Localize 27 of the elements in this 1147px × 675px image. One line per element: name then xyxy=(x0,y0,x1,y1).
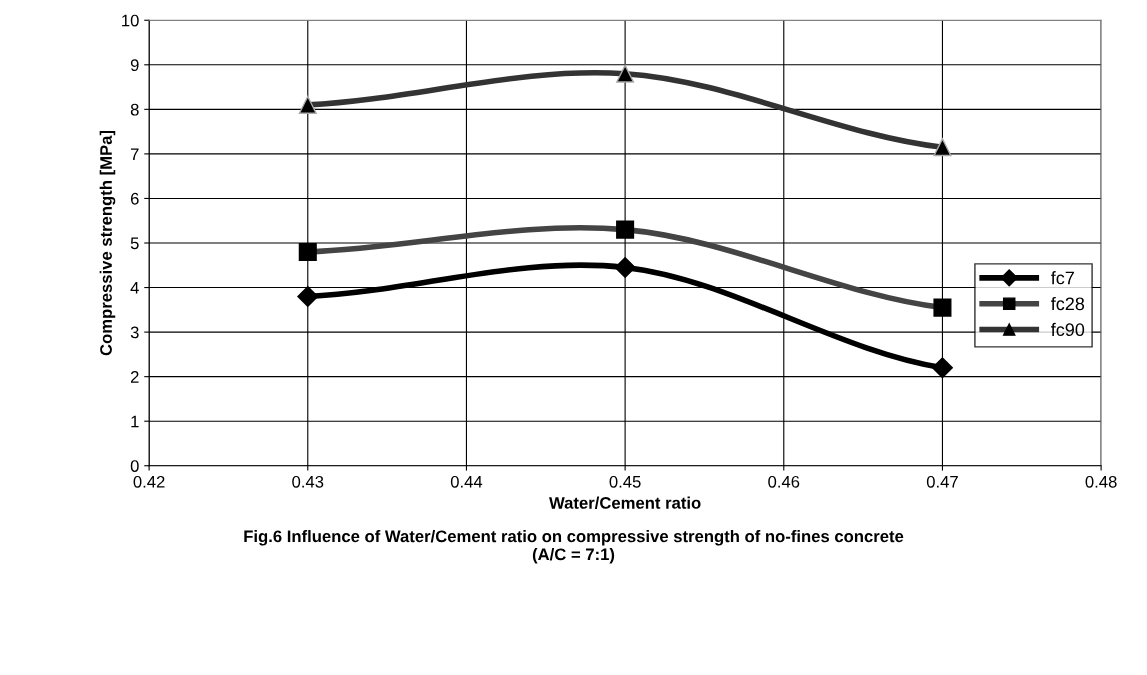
x-tick-label: 0.48 xyxy=(1085,475,1117,488)
x-tick-label: 0.46 xyxy=(768,475,800,488)
x-tick-label: 0.42 xyxy=(133,475,165,488)
point xyxy=(297,285,319,307)
y-tick-label: 2 xyxy=(130,371,139,383)
point xyxy=(931,357,953,379)
y-tick-label: 0 xyxy=(130,460,139,472)
y-tick-label: 3 xyxy=(130,326,139,339)
legend-label: fc28 xyxy=(1051,296,1085,311)
y-tick-label: 7 xyxy=(130,148,139,160)
y-tick-label: 4 xyxy=(130,282,139,294)
y-tick-label: 1 xyxy=(131,415,139,428)
x-tick-label: 0.47 xyxy=(926,475,958,488)
y-tick-label: 6 xyxy=(130,192,139,205)
x-tick-label: 0.43 xyxy=(292,475,324,488)
legend-label: fc7 xyxy=(1051,271,1074,285)
y-axis-title: Compressive strength [MPa] xyxy=(99,130,116,356)
caption: Fig.6 Influence of Water/Cement ratio on compressive strength of no-fines concrete (A/C = 7:1) xyxy=(244,529,904,564)
legend-label: fc90 xyxy=(1051,322,1085,337)
y-tick-label: 8 xyxy=(130,103,139,116)
y-tick-label: 10 xyxy=(122,14,139,27)
x-tick-label: 0.45 xyxy=(609,475,641,488)
x-tick-label: 0.44 xyxy=(450,475,483,488)
y-tick-label: 9 xyxy=(130,59,139,71)
point xyxy=(614,256,636,279)
y-tick-label: 5 xyxy=(130,237,139,250)
x-axis-title: Water/Cement ratio xyxy=(549,496,701,509)
